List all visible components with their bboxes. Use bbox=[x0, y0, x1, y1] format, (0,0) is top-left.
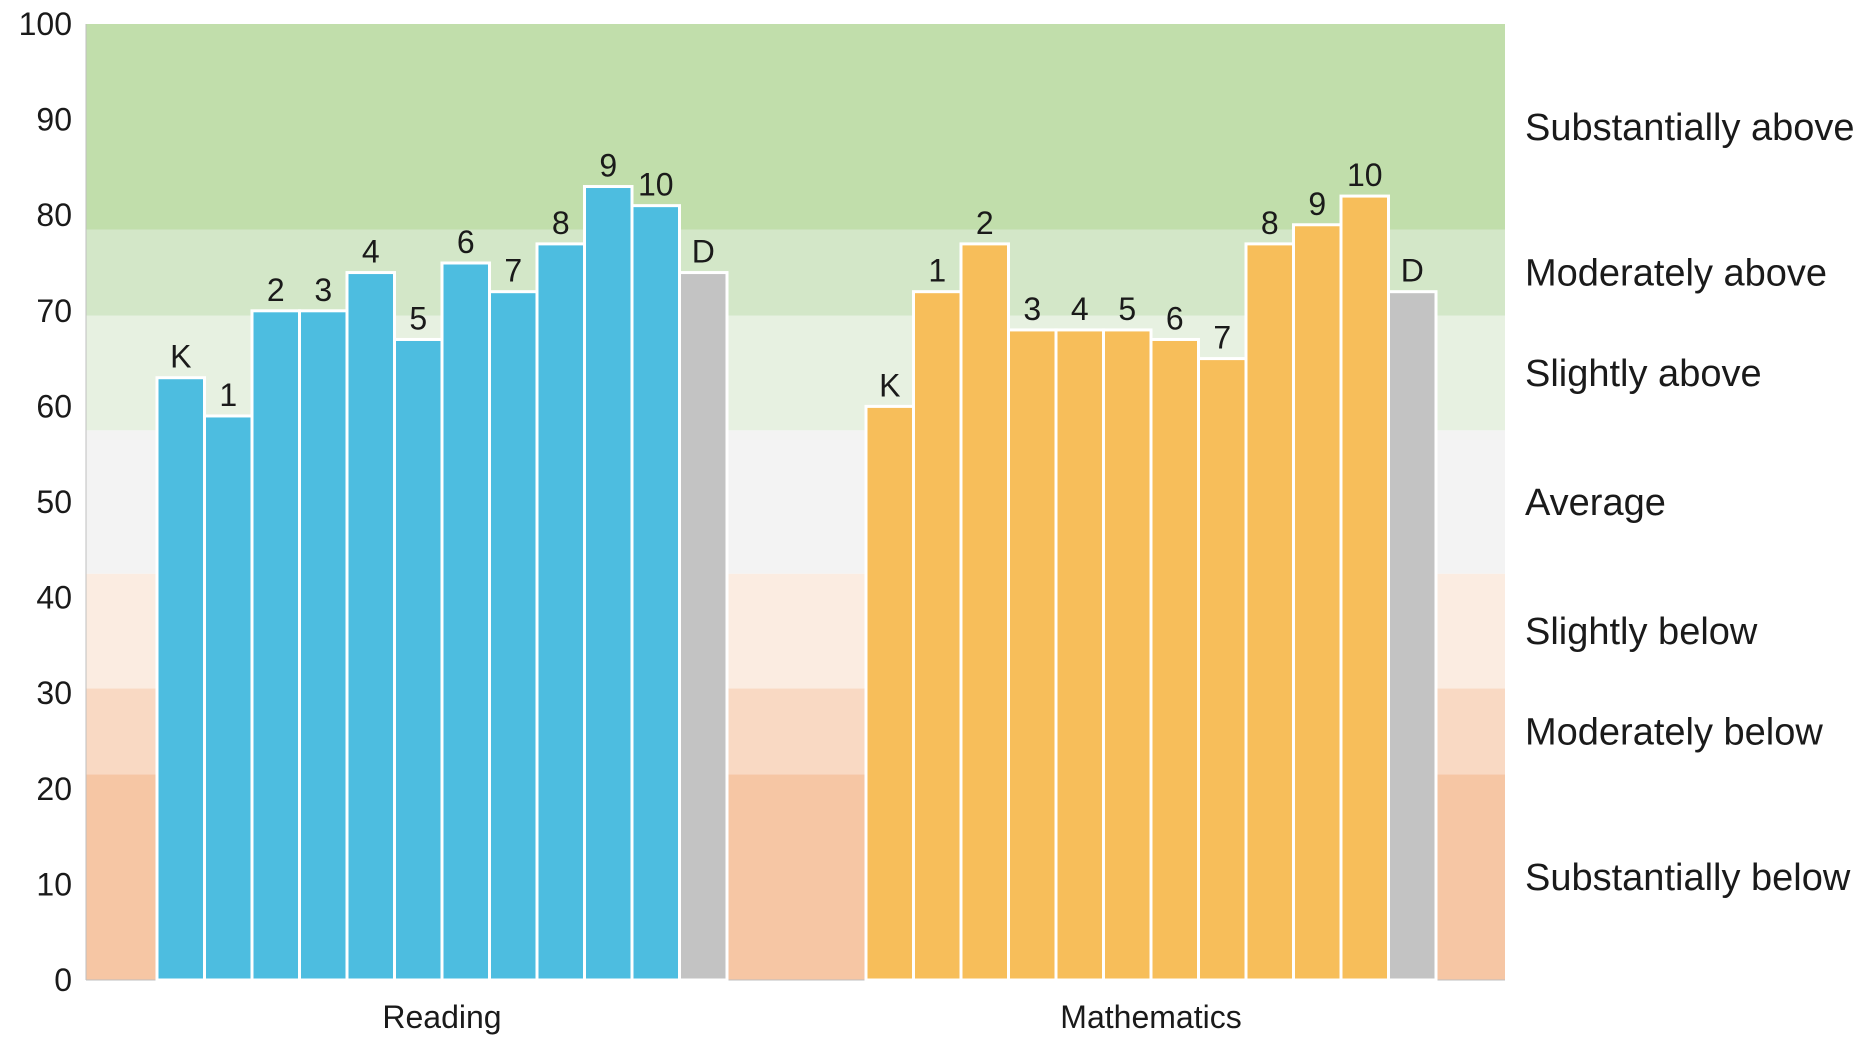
bar-label-mathematics-8: 8 bbox=[1261, 205, 1279, 241]
bar-label-mathematics-d: D bbox=[1401, 253, 1424, 289]
bar-label-reading-4: 4 bbox=[362, 234, 380, 270]
bar-mathematics-8 bbox=[1244, 242, 1295, 982]
bar-label-reading-d: D bbox=[692, 234, 715, 270]
bar-mathematics-10 bbox=[1339, 194, 1390, 982]
bar-label-mathematics-3: 3 bbox=[1023, 291, 1041, 327]
bar-mathematics-6 bbox=[1149, 337, 1200, 982]
bar-reading-7 bbox=[488, 290, 539, 982]
y-tick-label: 10 bbox=[36, 866, 72, 902]
bar-label-mathematics-k: K bbox=[879, 367, 900, 403]
y-tick-label: 30 bbox=[36, 675, 72, 711]
bar-mathematics-5 bbox=[1102, 328, 1153, 982]
band-label-slightly-above: Slightly above bbox=[1525, 353, 1762, 395]
bar-label-mathematics-5: 5 bbox=[1118, 291, 1136, 327]
bar-group-mathematics: K 12 3 4 5 67 89 10 D bbox=[864, 157, 1438, 982]
bar-label-mathematics-7: 7 bbox=[1213, 320, 1231, 356]
bar-reading-d bbox=[678, 271, 729, 982]
bar-mathematics-k bbox=[864, 404, 915, 982]
bar-reading-9 bbox=[583, 185, 634, 982]
bar-label-reading-1: 1 bbox=[219, 377, 237, 413]
y-tick-label: 60 bbox=[36, 388, 72, 424]
bar-label-reading-3: 3 bbox=[314, 272, 332, 308]
bar-reading-5 bbox=[393, 337, 444, 982]
bar-mathematics-7 bbox=[1197, 357, 1248, 982]
y-tick-label: 50 bbox=[36, 484, 72, 520]
group-label-reading: Reading bbox=[382, 999, 501, 1035]
bar-reading-4 bbox=[345, 271, 396, 982]
bar-label-mathematics-6: 6 bbox=[1166, 300, 1184, 336]
bar-mathematics-1 bbox=[912, 290, 963, 982]
bar-mathematics-2 bbox=[959, 242, 1010, 982]
bar-label-reading-5: 5 bbox=[409, 300, 427, 336]
group-labels: Reading Mathematics bbox=[382, 999, 1241, 1035]
bar-mathematics-d bbox=[1387, 290, 1438, 982]
bar-reading-1 bbox=[203, 414, 254, 982]
y-tick-label: 0 bbox=[54, 962, 72, 998]
bar-mathematics-3 bbox=[1007, 328, 1058, 982]
bar-label-reading-8: 8 bbox=[552, 205, 570, 241]
y-tick-label: 20 bbox=[36, 771, 72, 807]
bar-mathematics-4 bbox=[1054, 328, 1105, 982]
y-tick-label: 80 bbox=[36, 197, 72, 233]
bar-label-reading-k: K bbox=[170, 339, 191, 375]
bar-label-reading-9: 9 bbox=[599, 148, 617, 184]
bar-reading-3 bbox=[298, 309, 349, 982]
bar-reading-6 bbox=[440, 261, 491, 982]
group-label-mathematics: Mathematics bbox=[1060, 999, 1241, 1035]
band-label-moderately-above: Moderately above bbox=[1525, 253, 1827, 295]
bar-label-mathematics-2: 2 bbox=[976, 205, 994, 241]
bar-label-mathematics-1: 1 bbox=[928, 253, 946, 289]
y-tick-label: 100 bbox=[19, 6, 72, 42]
band-label-substantially-above: Substantially above bbox=[1525, 107, 1855, 149]
band-label-slightly-below: Slightly below bbox=[1525, 611, 1758, 653]
bar-reading-2 bbox=[250, 309, 301, 982]
y-tick-label: 90 bbox=[36, 102, 72, 138]
bar-label-mathematics-9: 9 bbox=[1308, 186, 1326, 222]
bar-label-reading-7: 7 bbox=[504, 253, 522, 289]
bar-reading-k bbox=[155, 376, 206, 982]
band-substantially-above bbox=[86, 24, 1505, 230]
bar-reading-10 bbox=[630, 204, 681, 982]
bar-label-reading-10: 10 bbox=[638, 167, 674, 203]
bar-reading-8 bbox=[535, 242, 586, 982]
bar-mathematics-9 bbox=[1292, 223, 1343, 982]
bar-label-reading-2: 2 bbox=[267, 272, 285, 308]
bar-label-mathematics-4: 4 bbox=[1071, 291, 1089, 327]
band-label-moderately-below: Moderately below bbox=[1525, 711, 1823, 753]
bar-label-mathematics-10: 10 bbox=[1347, 157, 1383, 193]
y-tick-label: 40 bbox=[36, 580, 72, 616]
y-tick-label: 70 bbox=[36, 293, 72, 329]
band-label-average: Average bbox=[1525, 482, 1666, 524]
band-label-substantially-below: Substantially below bbox=[1525, 857, 1851, 899]
band-labels: Substantially below Moderately below Sligh… bbox=[1525, 107, 1855, 899]
bar-label-reading-6: 6 bbox=[457, 224, 475, 260]
